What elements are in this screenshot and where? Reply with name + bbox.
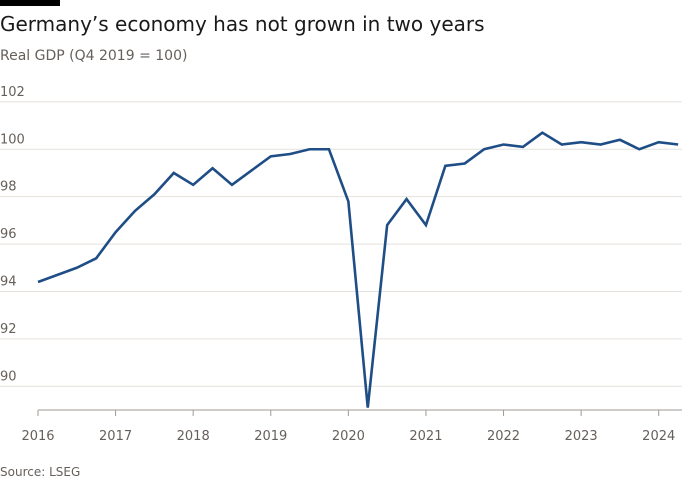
data-point xyxy=(192,184,194,186)
x-tick-label: 2019 xyxy=(254,429,287,444)
data-point xyxy=(347,200,349,202)
y-tick-label: 100 xyxy=(0,132,25,147)
data-point xyxy=(580,141,582,143)
brand-bar xyxy=(0,0,60,6)
x-tick-label: 2024 xyxy=(642,429,675,444)
data-point xyxy=(250,169,252,171)
source-note: Source: LSEG xyxy=(0,465,81,479)
y-tick-label: 98 xyxy=(0,180,17,195)
data-point xyxy=(561,143,563,145)
y-tick-label: 90 xyxy=(0,369,17,384)
x-tick-label: 2021 xyxy=(409,429,442,444)
series-line xyxy=(37,131,679,408)
x-tick-label: 2023 xyxy=(565,429,598,444)
data-point xyxy=(289,153,291,155)
data-point xyxy=(483,148,485,150)
data-point xyxy=(638,148,640,150)
series-layer xyxy=(37,131,679,408)
grid-lines xyxy=(0,101,682,387)
y-tick-label: 94 xyxy=(0,274,17,289)
data-point xyxy=(599,143,601,145)
data-point xyxy=(386,224,388,226)
data-point xyxy=(153,193,155,195)
data-point xyxy=(658,141,660,143)
data-point xyxy=(56,274,58,276)
data-point xyxy=(95,257,97,259)
chart-title: Germany’s economy has not grown in two y… xyxy=(0,12,485,36)
data-point xyxy=(270,155,272,157)
data-point xyxy=(425,224,427,226)
data-point xyxy=(619,139,621,141)
data-point xyxy=(677,143,679,145)
data-point xyxy=(231,184,233,186)
data-point xyxy=(37,281,39,283)
data-point xyxy=(541,131,543,133)
x-tick-label: 2022 xyxy=(487,429,520,444)
data-point xyxy=(134,210,136,212)
x-tick-label: 2016 xyxy=(21,429,54,444)
data-point xyxy=(522,146,524,148)
y-tick-label: 92 xyxy=(0,322,17,337)
data-point xyxy=(464,162,466,164)
data-point xyxy=(76,267,78,269)
x-tick-label: 2017 xyxy=(99,429,132,444)
y-tick-label: 102 xyxy=(0,85,25,100)
y-axis-ticks: 90 92 94 96 98 100 102 xyxy=(0,85,25,384)
x-axis: 2016 2017 2018 2019 2020 2021 2022 2023 2024 xyxy=(21,409,682,444)
x-tick-label: 2020 xyxy=(332,429,365,444)
data-point xyxy=(328,148,330,150)
chart-subtitle: Real GDP (Q4 2019 = 100) xyxy=(0,48,188,64)
data-point xyxy=(308,148,310,150)
data-point xyxy=(114,231,116,233)
data-point xyxy=(405,198,407,200)
data-point xyxy=(211,167,213,169)
data-point xyxy=(502,143,504,145)
data-point xyxy=(367,406,369,408)
x-tick-label: 2018 xyxy=(177,429,210,444)
y-tick-label: 96 xyxy=(0,227,17,242)
data-point xyxy=(444,165,446,167)
data-point xyxy=(173,172,175,174)
